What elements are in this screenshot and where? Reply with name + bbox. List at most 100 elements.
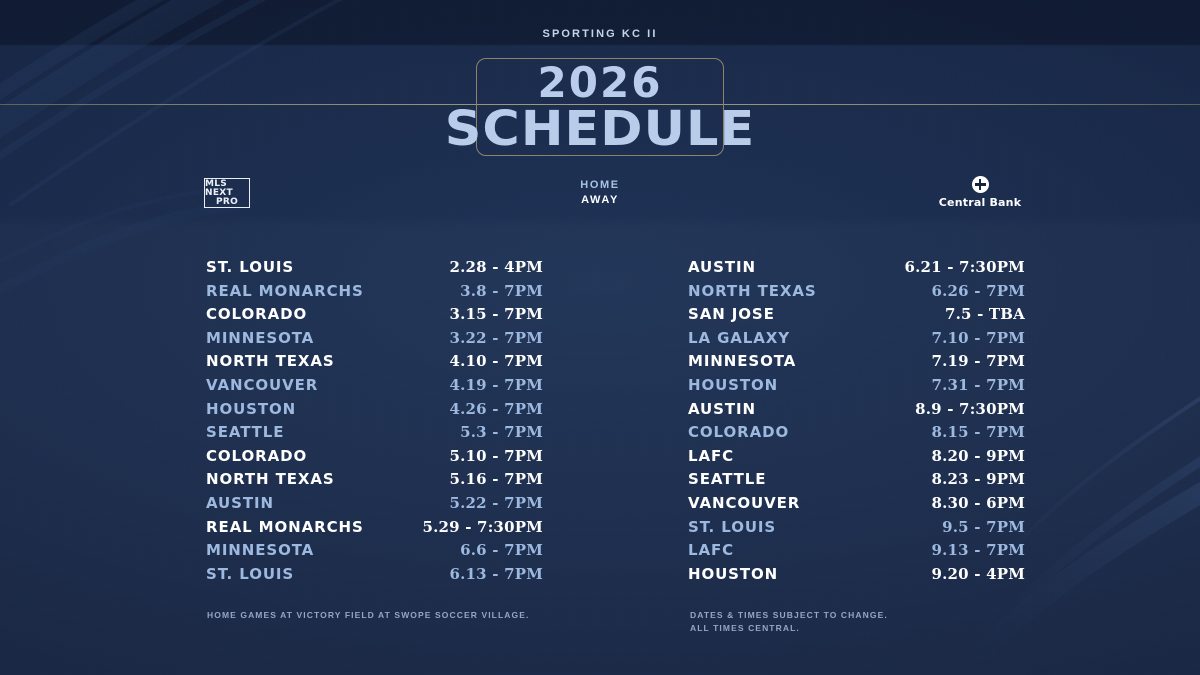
match-datetime: 4.26 - 7PM [449, 399, 543, 418]
opponent-name: HOUSTON [688, 564, 779, 583]
schedule-row: HOUSTON 7.31 - 7PM [688, 376, 1025, 400]
match-datetime: 3.15 - 7PM [449, 305, 543, 324]
page-title-year: 2026 [537, 58, 663, 107]
page-title-word: SCHEDULE [444, 101, 756, 157]
team-kicker: SPORTING KC II [542, 28, 658, 40]
schedule-row: HOUSTON 9.20 - 4PM [688, 565, 1025, 589]
sponsor-name: Central Bank [938, 196, 1022, 209]
opponent-name: AUSTIN [206, 493, 274, 512]
opponent-name: MINNESOTA [206, 541, 315, 560]
schedule-row: MINNESOTA 7.19 - 7PM [688, 352, 1025, 376]
footer-disclaimer: DATES & TIMES SUBJECT TO CHANGE. ALL TIM… [690, 609, 888, 635]
schedule-row: LA GALAXY 7.10 - 7PM [688, 329, 1025, 353]
opponent-name: ST. LOUIS [206, 258, 295, 276]
mls-next-pro-line2: PRO [215, 196, 239, 207]
opponent-name: COLORADO [688, 423, 790, 442]
opponent-name: SAN JOSE [688, 305, 775, 324]
gold-divider-rule [0, 104, 1200, 105]
schedule-row: AUSTIN 8.9 - 7:30PM [688, 400, 1025, 424]
opponent-name: AUSTIN [688, 258, 756, 276]
opponent-name: NORTH TEXAS [206, 470, 335, 489]
match-datetime: 6.13 - 7PM [449, 564, 543, 583]
schedule-row: COLORADO 8.15 - 7PM [688, 423, 1025, 447]
schedule-row: VANCOUVER 4.19 - 7PM [206, 376, 543, 400]
schedule-row: NORTH TEXAS 4.10 - 7PM [206, 352, 543, 376]
schedule-row: SEATTLE 8.23 - 9PM [688, 470, 1025, 494]
schedule-row: ST. LOUIS 2.28 - 4PM [206, 258, 543, 282]
match-datetime: 5.3 - 7PM [460, 423, 543, 442]
schedule-row: REAL MONARCHS 5.29 - 7:30PM [206, 518, 543, 542]
opponent-name: LAFC [688, 541, 735, 560]
match-datetime: 5.16 - 7PM [449, 470, 543, 489]
schedule-row: AUSTIN 6.21 - 7:30PM [688, 258, 1025, 282]
match-datetime: 6.21 - 7:30PM [904, 258, 1025, 276]
opponent-name: AUSTIN [688, 399, 756, 418]
opponent-name: ST. LOUIS [688, 517, 777, 536]
home-away-legend: HOME AWAY [0, 178, 1200, 208]
match-datetime: 7.31 - 7PM [931, 375, 1025, 394]
match-datetime: 5.29 - 7:30PM [422, 517, 543, 536]
schedule-row: LAFC 8.20 - 9PM [688, 447, 1025, 471]
match-datetime: 6.26 - 7PM [931, 281, 1025, 300]
match-datetime: 8.23 - 9PM [931, 470, 1025, 489]
opponent-name: VANCOUVER [206, 375, 319, 394]
match-datetime: 8.9 - 7:30PM [915, 399, 1025, 418]
opponent-name: LAFC [688, 446, 735, 465]
opponent-name: SEATTLE [688, 470, 767, 489]
schedule-column-left: ST. LOUIS 2.28 - 4PM REAL MONARCHS 3.8 - 7P… [206, 258, 543, 588]
opponent-name: NORTH TEXAS [688, 281, 817, 300]
match-datetime: 9.20 - 4PM [931, 564, 1025, 583]
opponent-name: MINNESOTA [206, 328, 315, 347]
opponent-name: VANCOUVER [688, 493, 801, 512]
schedule-row: MINNESOTA 3.22 - 7PM [206, 329, 543, 353]
opponent-name: HOUSTON [688, 375, 779, 394]
schedule-row: SEATTLE 5.3 - 7PM [206, 423, 543, 447]
mls-next-pro-line1: MLS NEXT [205, 178, 233, 198]
match-datetime: 7.19 - 7PM [931, 352, 1025, 371]
opponent-name: REAL MONARCHS [206, 281, 364, 300]
opponent-name: NORTH TEXAS [206, 352, 335, 371]
match-datetime: 4.19 - 7PM [449, 375, 543, 394]
match-datetime: 3.8 - 7PM [460, 281, 543, 300]
central-bank-icon [971, 176, 989, 193]
footer-venue-note: HOME GAMES AT VICTORY FIELD AT SWOPE SOC… [207, 610, 530, 620]
legend-row: MLS NEXT PRO HOME AWAY Central Bank [0, 172, 1200, 220]
opponent-name: HOUSTON [206, 399, 297, 418]
match-datetime: 4.10 - 7PM [449, 352, 543, 371]
opponent-name: LA GALAXY [688, 328, 791, 347]
schedule-column-right: AUSTIN 6.21 - 7:30PM NORTH TEXAS 6.26 - 7PM… [688, 258, 1025, 588]
match-datetime: 8.20 - 9PM [931, 446, 1025, 465]
legend-away-label: AWAY [581, 193, 619, 206]
schedule-row: VANCOUVER 8.30 - 6PM [688, 494, 1025, 518]
opponent-name: REAL MONARCHS [206, 517, 364, 536]
schedule-row: HOUSTON 4.26 - 7PM [206, 400, 543, 424]
legend-home-label: HOME [580, 179, 620, 191]
schedule-row: NORTH TEXAS 5.16 - 7PM [206, 470, 543, 494]
match-datetime: 8.15 - 7PM [931, 423, 1025, 442]
schedule-row: ST. LOUIS 9.5 - 7PM [688, 518, 1025, 542]
schedule-row: SAN JOSE 7.5 - TBA [688, 305, 1025, 329]
sponsor-block: Central Bank [905, 176, 1055, 209]
mls-next-pro-logo: MLS NEXT PRO [204, 178, 250, 208]
match-datetime: 5.22 - 7PM [449, 493, 543, 512]
schedule-row: MINNESOTA 6.6 - 7PM [206, 541, 543, 565]
match-datetime: 8.30 - 6PM [931, 493, 1025, 512]
schedule-row: AUSTIN 5.22 - 7PM [206, 494, 543, 518]
match-datetime: 2.28 - 4PM [449, 258, 543, 276]
schedule-row: COLORADO 3.15 - 7PM [206, 305, 543, 329]
match-datetime: 7.5 - TBA [944, 305, 1025, 324]
opponent-name: COLORADO [206, 446, 308, 465]
match-datetime: 3.22 - 7PM [449, 328, 543, 347]
footer-disclaimer-line1: DATES & TIMES SUBJECT TO CHANGE. [690, 610, 888, 620]
schedule-row: LAFC 9.13 - 7PM [688, 541, 1025, 565]
match-datetime: 7.10 - 7PM [931, 328, 1025, 347]
opponent-name: ST. LOUIS [206, 564, 295, 583]
opponent-name: SEATTLE [206, 423, 285, 442]
footer-disclaimer-line2: ALL TIMES CENTRAL. [690, 623, 800, 634]
opponent-name: MINNESOTA [688, 352, 797, 371]
match-datetime: 9.5 - 7PM [942, 517, 1025, 536]
schedule-row: REAL MONARCHS 3.8 - 7PM [206, 282, 543, 306]
title-frame [476, 58, 724, 156]
opponent-name: COLORADO [206, 305, 308, 324]
